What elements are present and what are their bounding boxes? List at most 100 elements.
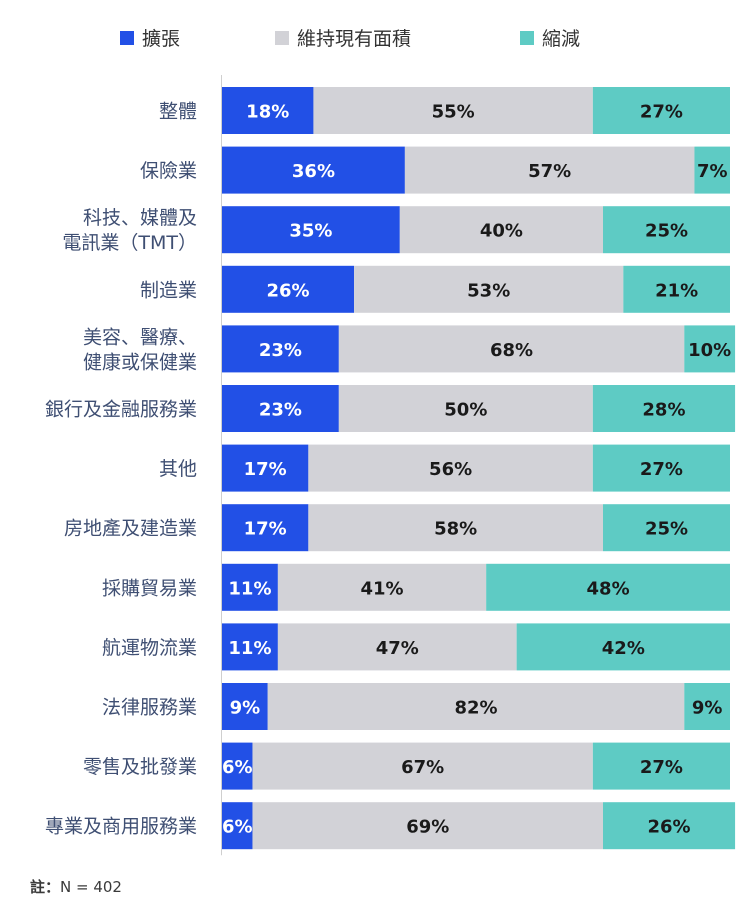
bar-segment-0 xyxy=(222,265,355,313)
bar-segment-2 xyxy=(623,265,730,313)
legend-label-2: 縮減 xyxy=(542,28,580,50)
bar-segment-2 xyxy=(603,802,736,850)
bar-segment-2 xyxy=(694,146,730,194)
data-label-1: 41% xyxy=(360,578,403,599)
legend-swatch-0 xyxy=(120,31,134,45)
category-label: 採購貿易業 xyxy=(102,577,197,599)
category-label: 制造業 xyxy=(140,279,197,301)
bar-segment-2 xyxy=(516,623,730,671)
data-label-0: 11% xyxy=(228,638,271,659)
bar-segment-2 xyxy=(603,206,730,254)
bar-segment-2 xyxy=(592,444,730,492)
bar-segment-0 xyxy=(222,742,253,790)
data-label-0: 18% xyxy=(246,102,289,123)
data-label-2: 21% xyxy=(655,280,698,301)
data-label-0: 6% xyxy=(222,757,253,778)
data-label-1: 53% xyxy=(467,280,510,301)
bar-segment-0 xyxy=(222,87,314,134)
bar-segment-1 xyxy=(252,802,604,850)
footnote-text: N = 402 xyxy=(60,878,122,896)
bar-segment-0 xyxy=(222,504,309,552)
data-label-1: 56% xyxy=(429,459,472,480)
bar-segment-2 xyxy=(592,87,730,134)
bar-segment-2 xyxy=(592,385,736,432)
data-label-1: 69% xyxy=(406,817,449,838)
data-label-2: 27% xyxy=(640,757,683,778)
bar-segment-2 xyxy=(486,563,730,611)
data-label-1: 68% xyxy=(490,340,533,361)
data-label-0: 35% xyxy=(289,221,332,242)
data-label-2: 42% xyxy=(602,638,645,659)
data-label-1: 58% xyxy=(434,519,477,540)
data-label-0: 9% xyxy=(230,698,261,719)
data-label-1: 55% xyxy=(432,102,475,123)
category-label: 房地產及建造業 xyxy=(64,518,197,540)
data-label-2: 7% xyxy=(697,161,728,182)
data-label-2: 26% xyxy=(647,817,690,838)
legend-label-0: 擴張 xyxy=(142,28,180,50)
data-label-0: 17% xyxy=(244,459,287,480)
bar-segment-0 xyxy=(222,385,339,432)
footnote: 註：N = 402 xyxy=(30,876,122,897)
bar-segment-0 xyxy=(222,802,253,850)
category-label: 零售及批發業 xyxy=(83,756,197,778)
bar-segment-1 xyxy=(338,325,685,373)
data-label-0: 23% xyxy=(259,340,302,361)
bar-segment-2 xyxy=(684,683,730,730)
data-label-2: 25% xyxy=(645,519,688,540)
bar-segment-1 xyxy=(354,265,624,313)
category-label: 整體 xyxy=(159,101,197,123)
category-label: 專業及商用服務業 xyxy=(45,816,197,838)
bar-segment-0 xyxy=(222,206,400,254)
data-label-1: 82% xyxy=(454,698,497,719)
data-label-1: 57% xyxy=(528,161,571,182)
category-label: 銀行及金融服務業 xyxy=(45,399,197,421)
data-label-2: 28% xyxy=(642,400,685,421)
data-label-2: 25% xyxy=(645,221,688,242)
category-label: 航運物流業 xyxy=(102,637,197,659)
bar-segment-1 xyxy=(267,683,685,730)
category-label: 保險業 xyxy=(140,160,197,182)
bar-segment-0 xyxy=(222,563,278,611)
data-label-0: 17% xyxy=(244,519,287,540)
bar-segment-1 xyxy=(277,623,517,671)
data-label-1: 40% xyxy=(480,221,523,242)
data-label-2: 10% xyxy=(688,340,731,361)
bar-segment-1 xyxy=(308,504,603,552)
category-label: 科技、媒體及電訊業（TMT） xyxy=(62,207,197,254)
bar-segment-1 xyxy=(338,385,593,432)
bar-segment-1 xyxy=(404,146,695,194)
bar-segment-1 xyxy=(399,206,603,254)
bar-segment-1 xyxy=(308,444,593,492)
data-label-2: 27% xyxy=(640,459,683,480)
legend-swatch-2 xyxy=(520,31,534,45)
bar-segment-0 xyxy=(222,325,339,373)
bar-segment-2 xyxy=(603,504,730,552)
data-label-2: 48% xyxy=(587,578,630,599)
category-label: 美容、醫療、健康或保健業 xyxy=(83,326,197,373)
bar-segment-0 xyxy=(222,683,268,730)
category-label: 法律服務業 xyxy=(102,697,197,719)
data-label-2: 27% xyxy=(640,102,683,123)
bar-segment-0 xyxy=(222,146,405,194)
footnote-label: 註： xyxy=(30,878,61,896)
data-label-0: 26% xyxy=(266,280,309,301)
data-label-1: 47% xyxy=(376,638,419,659)
data-label-0: 23% xyxy=(259,400,302,421)
data-label-2: 9% xyxy=(692,698,723,719)
bar-segment-0 xyxy=(222,444,309,492)
data-label-0: 11% xyxy=(228,578,271,599)
legend-swatch-1 xyxy=(275,31,289,45)
data-label-0: 6% xyxy=(222,817,253,838)
bar-segment-1 xyxy=(313,87,593,134)
bar-segment-0 xyxy=(222,623,278,671)
category-label: 其他 xyxy=(159,458,197,480)
data-label-1: 50% xyxy=(444,400,487,421)
bar-segment-2 xyxy=(684,325,736,373)
bar-segment-2 xyxy=(592,742,730,790)
bar-segment-1 xyxy=(277,563,487,611)
data-label-0: 36% xyxy=(292,161,335,182)
bar-segment-1 xyxy=(252,742,593,790)
